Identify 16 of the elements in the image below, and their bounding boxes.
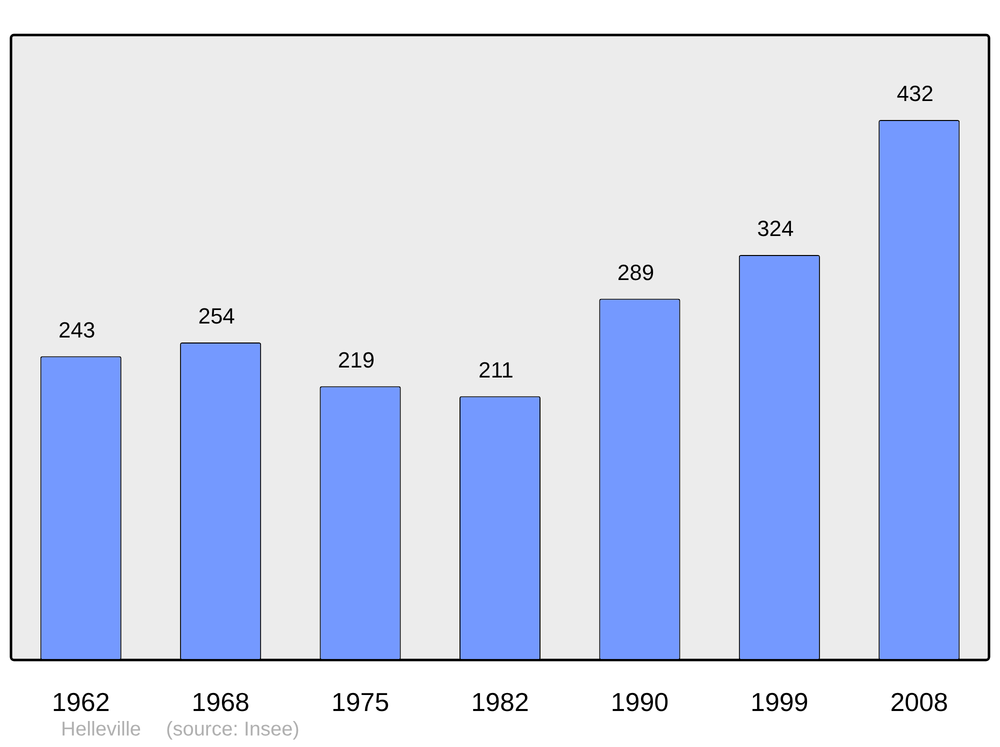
x-tick-label: 1968 xyxy=(192,686,250,717)
data-label: 324 xyxy=(757,216,794,242)
text: Helleville xyxy=(61,718,142,741)
data-label: 254 xyxy=(198,304,235,329)
x-tick-label: 2008 xyxy=(890,686,948,717)
data-label: 243 xyxy=(58,317,96,342)
data-label: 211 xyxy=(478,357,514,382)
x-tick-label: 1990 xyxy=(610,686,669,717)
data-label: 432 xyxy=(896,81,934,106)
text: (source: Insee) xyxy=(166,718,300,741)
x-tick-label: 1962 xyxy=(52,686,110,717)
x-tick-label: 1999 xyxy=(750,686,808,717)
data-label: 289 xyxy=(617,260,654,285)
x-tick-label: 1982 xyxy=(471,686,529,717)
x-tick-label: 1975 xyxy=(331,686,390,717)
data-label: 219 xyxy=(338,347,375,372)
